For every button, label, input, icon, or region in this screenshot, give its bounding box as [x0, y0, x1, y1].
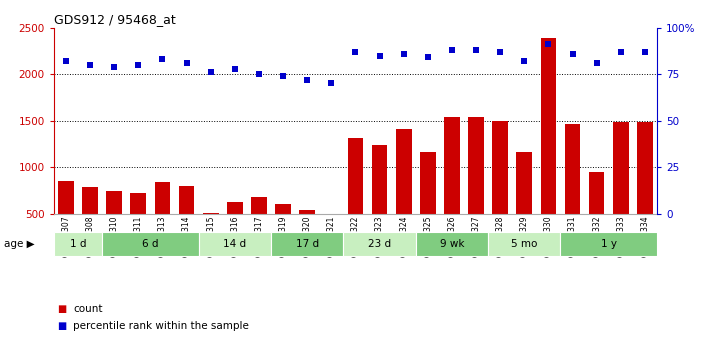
Bar: [589, 172, 605, 260]
Bar: [271, 233, 343, 256]
Bar: [420, 152, 436, 260]
Bar: [561, 233, 657, 256]
Point: [422, 55, 434, 60]
Point: [374, 53, 386, 58]
Bar: [102, 233, 199, 256]
Bar: [516, 152, 532, 260]
Point: [446, 47, 457, 53]
Bar: [82, 187, 98, 260]
Point: [591, 60, 602, 66]
Text: 1 d: 1 d: [70, 239, 86, 249]
Bar: [199, 233, 271, 256]
Text: 5 mo: 5 mo: [511, 239, 538, 249]
Bar: [251, 197, 267, 260]
Bar: [131, 194, 146, 260]
Text: ■: ■: [57, 321, 67, 331]
Bar: [58, 181, 74, 260]
Point: [181, 60, 192, 66]
Point: [615, 49, 627, 55]
Bar: [202, 213, 218, 260]
Point: [495, 49, 506, 55]
Bar: [541, 38, 556, 260]
Point: [133, 62, 144, 68]
Bar: [637, 122, 653, 260]
Text: 1 y: 1 y: [601, 239, 617, 249]
Bar: [444, 117, 460, 260]
Bar: [179, 186, 195, 260]
Bar: [348, 138, 363, 260]
Bar: [106, 190, 122, 260]
Bar: [323, 215, 339, 260]
Bar: [493, 121, 508, 260]
Bar: [396, 129, 411, 260]
Point: [205, 70, 216, 75]
Text: 9 wk: 9 wk: [439, 239, 464, 249]
Bar: [275, 204, 291, 260]
Text: count: count: [73, 304, 103, 314]
Text: GDS912 / 95468_at: GDS912 / 95468_at: [54, 13, 176, 27]
Bar: [299, 210, 315, 260]
Text: 6 d: 6 d: [142, 239, 159, 249]
Text: 17 d: 17 d: [296, 239, 319, 249]
Bar: [154, 182, 170, 260]
Point: [277, 73, 289, 79]
Text: 23 d: 23 d: [368, 239, 391, 249]
Bar: [613, 122, 629, 260]
Bar: [54, 233, 102, 256]
Bar: [227, 202, 243, 260]
Bar: [468, 117, 484, 260]
Text: ■: ■: [57, 304, 67, 314]
Point: [639, 49, 651, 55]
Point: [108, 64, 120, 69]
Point: [398, 51, 409, 57]
Bar: [416, 233, 488, 256]
Point: [302, 77, 313, 82]
Point: [470, 47, 482, 53]
Point: [253, 71, 265, 77]
Bar: [372, 145, 388, 260]
Text: age ▶: age ▶: [4, 239, 34, 249]
Point: [325, 81, 337, 86]
Point: [350, 49, 361, 55]
Point: [84, 62, 95, 68]
Point: [229, 66, 241, 71]
Bar: [564, 125, 580, 260]
Bar: [488, 233, 561, 256]
Point: [543, 42, 554, 47]
Point: [518, 58, 530, 64]
Point: [567, 51, 578, 57]
Point: [60, 58, 72, 64]
Bar: [343, 233, 416, 256]
Text: percentile rank within the sample: percentile rank within the sample: [73, 321, 249, 331]
Text: 14 d: 14 d: [223, 239, 246, 249]
Point: [157, 57, 168, 62]
